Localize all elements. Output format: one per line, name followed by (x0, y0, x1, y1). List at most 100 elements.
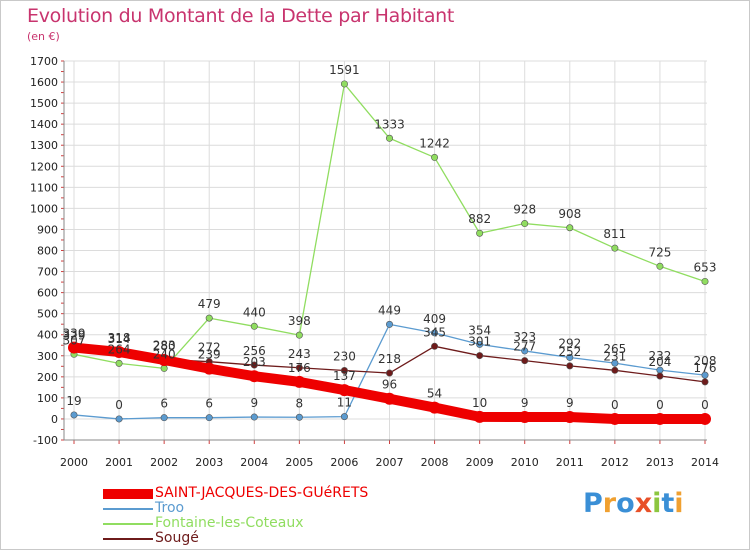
data-label: 6 (205, 397, 213, 411)
data-point (70, 411, 78, 419)
y-tick-label: 600 (37, 287, 58, 300)
legend-label: SAINT-JACQUES-DES-GUéRETS (155, 485, 369, 501)
data-label: 230 (333, 350, 356, 364)
data-point (701, 277, 709, 285)
logo-letter: t (661, 488, 675, 519)
data-point (385, 134, 393, 142)
y-tick-label: 1700 (30, 55, 58, 68)
data-label: 323 (513, 330, 536, 344)
y-tick-label: 400 (37, 329, 58, 342)
data-label: 314 (108, 332, 131, 346)
x-tick-label: 2005 (285, 456, 313, 469)
data-label: 440 (243, 305, 266, 319)
legend-swatch (103, 508, 153, 510)
y-tick-label: 700 (37, 266, 58, 279)
x-tick-label: 2012 (601, 456, 629, 469)
data-label: 218 (378, 352, 401, 366)
data-point (566, 362, 574, 370)
x-tick-label: 2009 (466, 456, 494, 469)
data-label: 0 (115, 398, 123, 412)
x-tick-label: 2011 (556, 456, 584, 469)
data-point (431, 329, 439, 337)
data-label: 9 (250, 396, 258, 410)
data-point (521, 347, 529, 355)
data-label: 908 (558, 207, 581, 221)
data-label: 265 (603, 342, 626, 356)
data-point (476, 340, 484, 348)
logo-letter: o (616, 488, 635, 519)
data-label: 272 (198, 341, 221, 355)
data-point (295, 364, 303, 372)
data-label: 479 (198, 297, 221, 311)
legend-label: Sougé (155, 530, 199, 546)
data-label: 354 (468, 323, 491, 337)
data-point (563, 411, 576, 424)
data-point (699, 412, 711, 425)
data-label: 277 (513, 340, 536, 354)
data-point (385, 320, 393, 328)
data-point (295, 331, 303, 339)
legend-label: Fontaine-les-Coteaux (155, 515, 304, 531)
data-point (158, 353, 171, 366)
data-label: 252 (558, 345, 581, 359)
y-tick-label: -100 (33, 434, 58, 447)
data-point (476, 229, 484, 237)
data-point (68, 341, 80, 354)
data-label: 409 (423, 312, 446, 326)
data-label: 725 (648, 245, 671, 259)
y-tick-label: 300 (37, 350, 58, 363)
data-label: 204 (648, 355, 671, 369)
data-point (518, 411, 531, 424)
data-point (611, 244, 619, 252)
data-label: 9 (521, 396, 529, 410)
logo-letter: i (652, 488, 662, 519)
data-point (115, 415, 123, 423)
data-label: 318 (108, 331, 131, 345)
data-label: 208 (694, 354, 717, 368)
y-tick-label: 1000 (30, 202, 58, 215)
data-point (383, 392, 396, 405)
data-label: 339 (63, 327, 86, 341)
y-tick-label: 100 (37, 392, 58, 405)
data-label: 301 (468, 335, 491, 349)
data-label: 176 (288, 361, 311, 375)
data-point (115, 359, 123, 367)
data-point (250, 413, 258, 421)
logo-letter: i (674, 488, 684, 519)
data-point (385, 369, 393, 377)
data-point (566, 353, 574, 361)
data-label: 6 (160, 397, 168, 411)
legend-swatch (103, 523, 153, 525)
data-label: 256 (243, 344, 266, 358)
y-tick-label: 900 (37, 223, 58, 236)
y-tick-label: 1400 (30, 118, 58, 131)
data-label: 10 (472, 396, 487, 410)
x-tick-label: 2002 (150, 456, 178, 469)
data-point (113, 345, 126, 358)
x-tick-label: 2001 (105, 456, 133, 469)
data-point (160, 364, 168, 372)
data-label: 176 (694, 361, 717, 375)
data-label: 0 (611, 398, 619, 412)
logo-letter: P (583, 488, 603, 519)
data-point (205, 414, 213, 422)
data-label: 203 (243, 355, 266, 369)
data-point (656, 372, 664, 380)
data-point (340, 367, 348, 375)
data-point (608, 412, 621, 425)
data-point (431, 153, 439, 161)
data-point (340, 413, 348, 421)
data-label: 307 (63, 333, 86, 347)
y-tick-label: 1300 (30, 139, 58, 152)
data-label: 240 (153, 347, 176, 361)
data-label: 239 (198, 348, 221, 362)
data-label: 0 (656, 398, 664, 412)
data-point (293, 375, 306, 388)
x-tick-label: 2004 (240, 456, 268, 469)
data-point (295, 413, 303, 421)
data-label: 345 (423, 325, 446, 339)
data-label: 264 (108, 342, 131, 356)
data-label: 1242 (419, 136, 450, 150)
data-point (566, 224, 574, 232)
